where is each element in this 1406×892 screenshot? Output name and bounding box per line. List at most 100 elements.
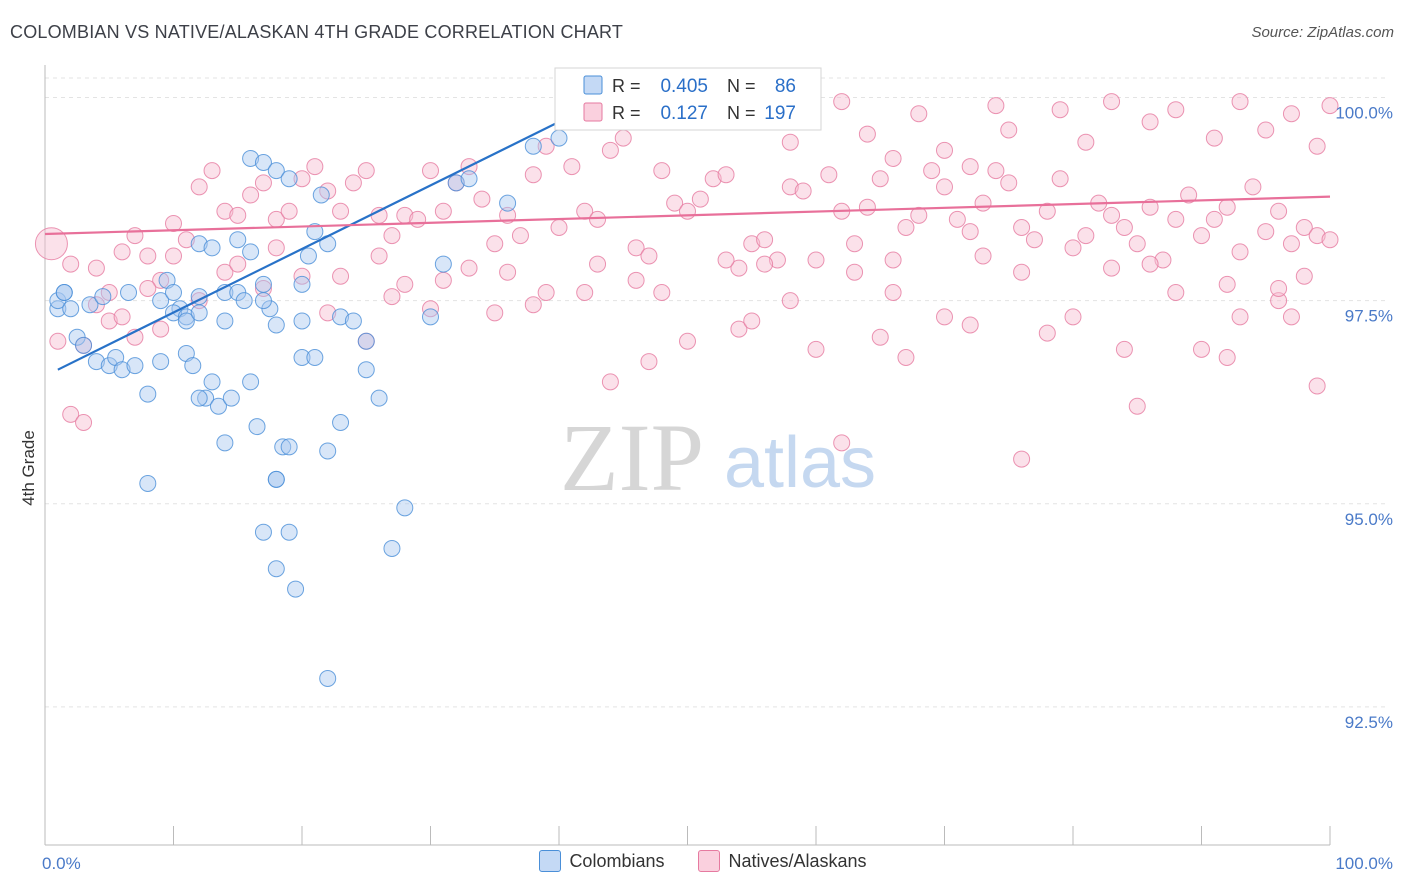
native-point	[1000, 174, 1018, 192]
native-point	[601, 141, 619, 159]
native-point	[1167, 284, 1185, 301]
y-tick-label: 100.0%	[1335, 104, 1393, 123]
stats-n-label: N =	[727, 103, 756, 123]
x-tick-label: 100.0%	[1335, 854, 1393, 873]
native-point	[730, 259, 748, 277]
native-point	[807, 251, 825, 269]
colombian-point	[312, 186, 330, 204]
native-point	[884, 251, 902, 269]
native-point	[486, 235, 504, 253]
colombian-point	[113, 361, 131, 379]
watermark: ZIP atlas	[560, 404, 876, 511]
native-point	[1103, 259, 1121, 277]
native-point	[1282, 105, 1300, 123]
colombian-point	[222, 389, 240, 407]
native-point	[1218, 349, 1236, 366]
native-point	[974, 247, 992, 265]
native-point	[344, 174, 362, 192]
native-point	[987, 97, 1005, 115]
native-point	[139, 279, 157, 297]
colombian-point	[120, 284, 138, 301]
native-point	[280, 202, 298, 220]
native-point	[216, 202, 234, 220]
colombian-point	[280, 523, 298, 541]
colombian-point	[370, 389, 388, 407]
native-point	[524, 296, 542, 314]
native-point	[1141, 198, 1159, 216]
legend-item-natives-alaskans[interactable]: Natives/Alaskans	[698, 850, 867, 872]
native-point	[691, 190, 709, 208]
colombian-point	[139, 474, 157, 492]
native-point	[871, 328, 889, 346]
native-point	[961, 158, 979, 176]
native-point	[717, 251, 735, 269]
legend-item-colombians[interactable]: Colombians	[539, 850, 664, 872]
native-point	[1064, 239, 1082, 257]
y-axis-label: 4th Grade	[19, 430, 38, 506]
stats-r-label: R =	[612, 103, 641, 123]
native-point	[936, 308, 953, 326]
stats-n-value: 86	[775, 76, 796, 97]
native-point	[679, 332, 696, 350]
native-point	[1218, 275, 1236, 293]
native-point	[653, 162, 671, 180]
native-point	[34, 227, 68, 261]
native-point	[858, 198, 876, 216]
native-point	[460, 259, 478, 277]
native-point	[910, 206, 928, 224]
colombians-points	[49, 129, 568, 687]
native-point	[807, 340, 825, 358]
native-point	[1154, 251, 1172, 269]
native-point	[666, 194, 684, 212]
native-point	[1193, 340, 1210, 358]
native-point	[961, 316, 979, 334]
native-point	[254, 174, 272, 192]
native-point	[1244, 178, 1262, 196]
y-tick-label: 92.5%	[1345, 713, 1393, 732]
native-point	[1205, 129, 1223, 147]
colombian-point	[87, 353, 105, 371]
native-point	[1077, 227, 1095, 245]
native-point	[576, 284, 594, 301]
colombians-trend-line	[57, 120, 560, 371]
colombian-point	[242, 243, 260, 261]
stats-swatch	[583, 75, 603, 95]
native-point	[1231, 243, 1249, 261]
native-point	[409, 210, 427, 228]
native-point	[486, 304, 504, 322]
native-point	[1038, 324, 1056, 342]
native-point	[1308, 377, 1326, 395]
native-point	[987, 162, 1005, 180]
native-point	[1141, 113, 1159, 131]
native-point	[1103, 93, 1121, 111]
colombian-point	[254, 154, 272, 171]
colombian-point	[190, 389, 208, 407]
native-point	[627, 271, 645, 289]
native-point	[679, 202, 696, 220]
native-point	[434, 271, 452, 289]
native-point	[1013, 219, 1031, 236]
colombian-point	[267, 560, 285, 578]
native-point	[152, 271, 170, 289]
native-point	[948, 210, 966, 228]
native-point	[511, 227, 529, 245]
native-point	[1103, 206, 1121, 224]
native-point	[846, 235, 864, 253]
colombian-point	[524, 137, 542, 155]
stats-n-value: 197	[764, 103, 796, 124]
native-point	[563, 158, 581, 176]
native-point	[113, 243, 131, 261]
colombian-point	[293, 349, 311, 366]
native-point	[910, 105, 928, 123]
colombian-point	[190, 235, 208, 253]
colombian-point	[280, 170, 298, 188]
native-point	[62, 255, 80, 273]
native-point	[370, 247, 388, 265]
native-point	[858, 125, 876, 143]
colombian-point	[280, 438, 298, 456]
colombian-point	[203, 239, 221, 257]
native-point	[75, 414, 93, 431]
watermark-atlas: atlas	[724, 423, 876, 503]
native-point	[383, 288, 401, 306]
